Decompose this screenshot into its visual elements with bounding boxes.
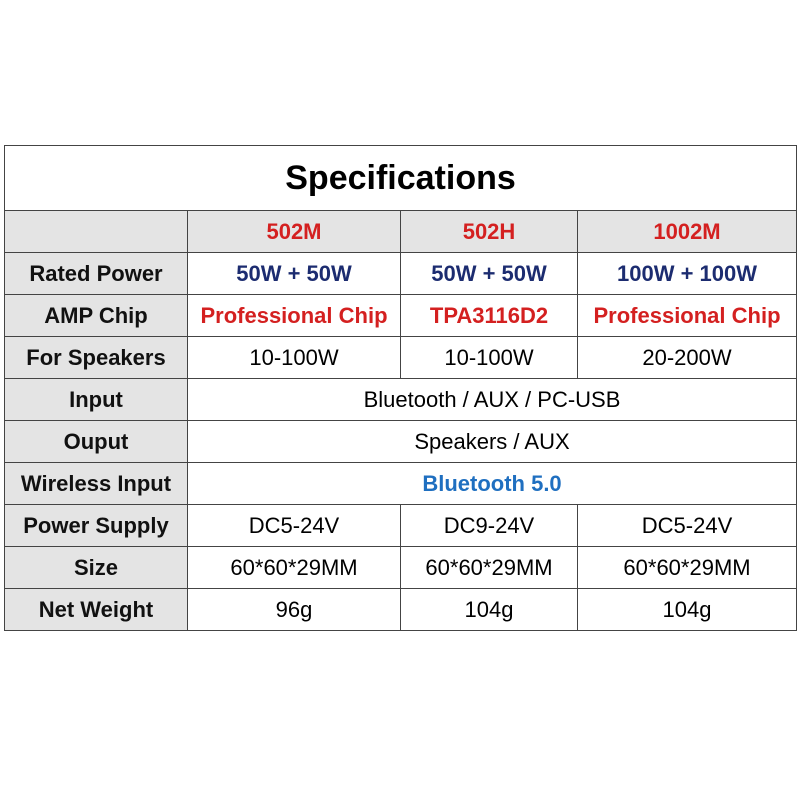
spec-value: 104g — [400, 588, 578, 631]
title: Specifications — [3, 145, 798, 211]
row-label: Wireless Input — [4, 462, 188, 505]
spec-value: DC5-24V — [187, 504, 401, 547]
spec-value: 50W + 50W — [400, 252, 578, 295]
spec-row: Rated Power 50W + 50W 50W + 50W 100W + 100W — [4, 252, 798, 295]
spec-value: 60*60*29MM — [576, 546, 798, 589]
row-label: Ouput — [4, 420, 188, 463]
spec-value: TPA3116D2 — [400, 294, 578, 337]
row-label: Input — [4, 378, 188, 421]
spec-row: Ouput Speakers / AUX — [4, 420, 798, 463]
spec-row: Wireless Input Bluetooth 5.0 — [4, 462, 798, 505]
spec-value: 104g — [576, 588, 798, 631]
table-body: Specifications 502M 502H 1002M Rated Power 5… — [3, 145, 798, 631]
spec-value: DC9-24V — [400, 504, 578, 547]
row-label: AMP Chip — [4, 294, 188, 337]
spec-value: Speakers / AUX — [186, 420, 798, 463]
spec-row: Input Bluetooth / AUX / PC-USB — [4, 378, 798, 421]
row-label: Rated Power — [4, 252, 188, 295]
spec-value: Professional Chip — [187, 294, 401, 337]
spec-value: 100W + 100W — [576, 252, 798, 295]
spec-row: For Speakers 10-100W 10-100W 20-200W — [4, 336, 798, 379]
spec-value: 60*60*29MM — [187, 546, 401, 589]
spec-row: Size 60*60*29MM 60*60*29MM 60*60*29MM — [4, 546, 798, 589]
spec-value: 50W + 50W — [187, 252, 401, 295]
spec-value: Bluetooth 5.0 — [186, 462, 798, 505]
title-row: Specifications — [3, 145, 798, 211]
row-label: For Speakers — [4, 336, 188, 379]
spec-value: 60*60*29MM — [400, 546, 578, 589]
spec-value: 96g — [187, 588, 401, 631]
spec-value: 20-200W — [576, 336, 798, 379]
spec-value: 10-100W — [400, 336, 578, 379]
row-label: Net Weight — [4, 588, 188, 631]
row-label: Power Supply — [4, 504, 188, 547]
corner-cell — [4, 210, 188, 253]
spec-table: Specifications 502M 502H 1002M Rated Power 5… — [3, 145, 798, 631]
header-row: 502M 502H 1002M — [4, 210, 798, 253]
column-header: 502H — [400, 210, 578, 253]
row-label: Size — [4, 546, 188, 589]
spec-value: 10-100W — [187, 336, 401, 379]
spec-row: AMP Chip Professional Chip TPA3116D2 Profes… — [4, 294, 798, 337]
spec-value: Bluetooth / AUX / PC-USB — [186, 378, 798, 421]
spec-value: Professional Chip — [576, 294, 798, 337]
spec-row: Net Weight 96g 104g 104g — [4, 588, 798, 631]
spec-value: DC5-24V — [576, 504, 798, 547]
column-header: 502M — [187, 210, 401, 253]
spec-row: Power Supply DC5-24V DC9-24V DC5-24V — [4, 504, 798, 547]
column-header: 1002M — [576, 210, 798, 253]
